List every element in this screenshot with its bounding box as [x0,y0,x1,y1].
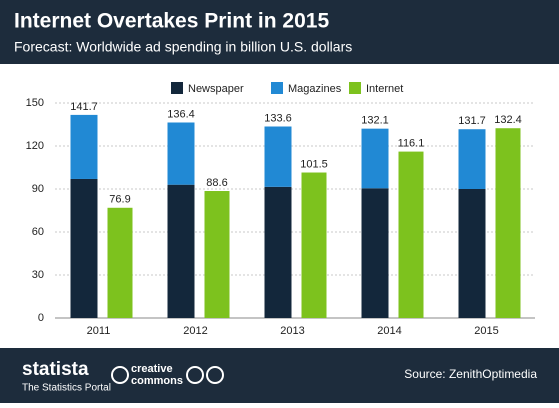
bar [398,151,424,318]
cc-icon [111,366,129,384]
value-label: 101.5 [300,158,328,170]
value-label: 136.4 [167,108,195,120]
bar [167,122,195,185]
value-label: 76.9 [109,194,130,206]
legend-label: Internet [366,83,403,95]
bar [301,172,327,318]
bar [495,128,521,318]
tagline: The Statistics Portal [22,383,111,394]
legend-label: Magazines [288,83,342,95]
footer [0,348,559,403]
y-tick-label: 60 [32,226,44,238]
brand: statista [22,359,89,380]
value-label: 133.6 [264,112,292,124]
bar [458,129,486,189]
header [0,0,559,64]
value-label: 131.7 [458,115,486,127]
bar [458,189,486,318]
bar [204,191,230,318]
x-tick-label: 2012 [183,325,207,337]
bar [107,207,133,318]
bar [167,184,195,318]
bar [361,188,389,318]
source: Source: ZenithOptimedia [404,367,537,381]
legend-label: Newspaper [188,83,244,95]
y-tick-label: 30 [32,269,44,281]
x-tick-label: 2011 [87,325,111,337]
nd-icon [206,366,224,384]
value-label: 116.1 [398,137,425,149]
x-tick-label: 2013 [280,325,304,337]
bar [264,126,292,187]
value-label: 132.1 [361,115,389,127]
bar [70,178,98,318]
legend-swatch [271,82,283,94]
bar [361,128,389,189]
chart-title: Internet Overtakes Print in 2015 [14,10,329,33]
value-label: 141.7 [70,101,98,113]
chart-subtitle: Forecast: Worldwide ad spending in billi… [14,39,352,55]
bar [70,114,98,179]
y-tick-label: 120 [26,140,44,152]
by-icon [186,366,204,384]
license: commons [131,375,183,387]
y-tick-label: 150 [26,97,44,109]
x-tick-label: 2015 [474,325,498,337]
value-label: 88.6 [206,177,227,189]
bar [264,186,292,318]
legend-swatch [171,82,183,94]
x-tick-label: 2014 [377,325,401,337]
value-label: 132.4 [494,114,522,126]
legend-swatch [349,82,361,94]
y-tick-label: 90 [32,183,44,195]
license: creative [131,363,173,375]
y-tick-label: 0 [38,312,44,324]
